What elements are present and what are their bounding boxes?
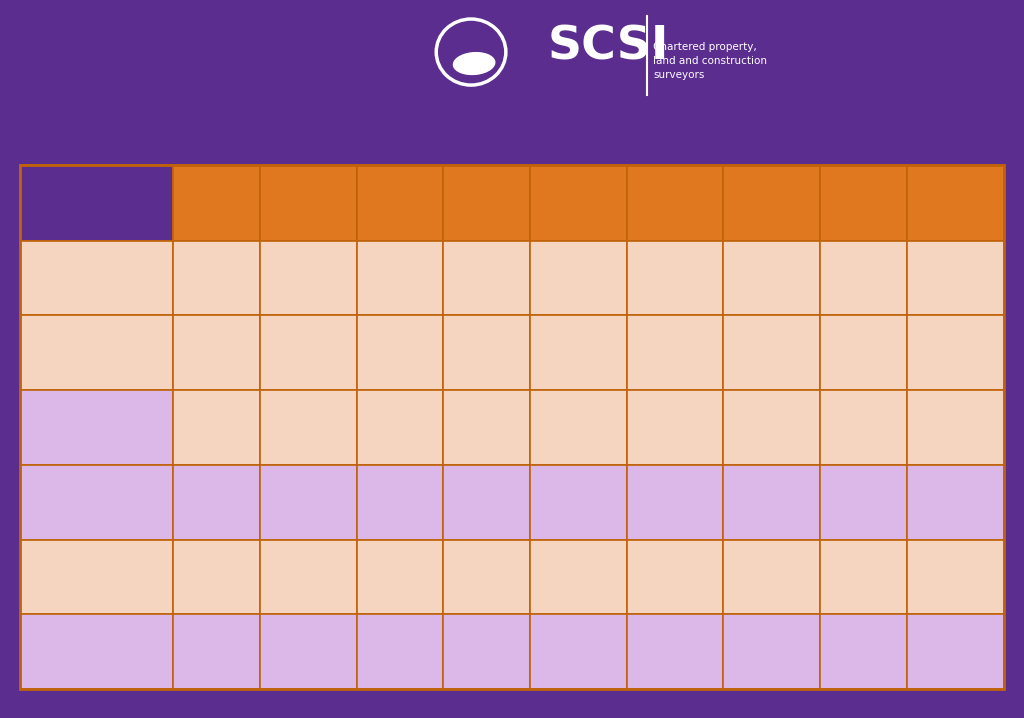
Text: €2,593: €2,593 bbox=[651, 421, 698, 434]
Text: Galway: Galway bbox=[553, 196, 603, 210]
Text: €2,627: €2,627 bbox=[749, 271, 795, 284]
Text: €2,479: €2,479 bbox=[555, 645, 601, 658]
Text: Dublin: Dublin bbox=[378, 196, 423, 210]
Text: €3,096: €3,096 bbox=[377, 271, 423, 284]
Text: €2,326: €2,326 bbox=[749, 645, 795, 658]
Text: Waterford: Waterford bbox=[639, 196, 711, 210]
Text: 3: 3 bbox=[212, 346, 221, 359]
Text: Semi
Detached: Semi Detached bbox=[63, 413, 130, 442]
Text: €2,435: €2,435 bbox=[651, 346, 698, 359]
Text: €2,528: €2,528 bbox=[555, 346, 601, 359]
Text: North
West: North West bbox=[844, 188, 884, 218]
Text: SCSI: SCSI bbox=[548, 24, 670, 70]
Text: €2,580: €2,580 bbox=[749, 421, 795, 434]
Text: €2,207: €2,207 bbox=[841, 496, 887, 509]
Text: €2,630: €2,630 bbox=[463, 271, 510, 284]
Text: €2,231: €2,231 bbox=[840, 346, 887, 359]
Text: Limerick: Limerick bbox=[742, 196, 802, 210]
Text: €2,499: €2,499 bbox=[555, 496, 601, 509]
Text: Table of average rebuilding costs, per square metre for different house types in: Table of average rebuilding costs, per s… bbox=[33, 132, 991, 150]
Text: €2,394: €2,394 bbox=[841, 271, 887, 284]
Text: €2,525: €2,525 bbox=[463, 496, 510, 509]
Text: Detached
Bungalow: Detached Bungalow bbox=[62, 638, 131, 666]
Text: Chartered property,
land and construction
surveyors: Chartered property, land and constructio… bbox=[653, 42, 767, 80]
Text: €2,773: €2,773 bbox=[377, 645, 423, 658]
Text: €2,677: €2,677 bbox=[932, 571, 978, 584]
Text: €2,719: €2,719 bbox=[651, 571, 698, 584]
Text: €2,153: €2,153 bbox=[840, 645, 887, 658]
Text: €3,094: €3,094 bbox=[377, 421, 423, 434]
Text: €2,476: €2,476 bbox=[463, 346, 510, 359]
Text: €2,586: €2,586 bbox=[932, 421, 978, 434]
Text: €2,728: €2,728 bbox=[555, 571, 601, 584]
Text: €€2,449: €€2,449 bbox=[744, 346, 799, 359]
Text: 2: 2 bbox=[212, 271, 221, 284]
Text: €2,696: €2,696 bbox=[749, 571, 795, 584]
Text: €2,332: €2,332 bbox=[932, 645, 979, 658]
Text: Terraced
Town House: Terraced Town House bbox=[55, 264, 139, 292]
Text: 4: 4 bbox=[212, 571, 221, 584]
Text: Cork: Cork bbox=[471, 196, 503, 210]
Text: €2,656: €2,656 bbox=[932, 271, 978, 284]
Text: 98: 98 bbox=[300, 346, 316, 359]
Text: €2,463: €2,463 bbox=[932, 346, 978, 359]
Text: €3,213: €3,213 bbox=[377, 571, 423, 584]
Text: €2,915: €2,915 bbox=[377, 346, 423, 359]
Text: €2,474: €2,474 bbox=[932, 496, 978, 509]
Text: 115: 115 bbox=[296, 496, 321, 509]
Text: Semi
Detached: Semi Detached bbox=[63, 488, 130, 517]
Text: €2,650: €2,650 bbox=[463, 421, 510, 434]
Text: 98: 98 bbox=[300, 421, 316, 434]
Text: No  of
bedrooms: No of bedrooms bbox=[181, 188, 252, 218]
Text: 3: 3 bbox=[212, 421, 221, 434]
Text: 119: 119 bbox=[296, 571, 321, 584]
Text: €2,346: €2,346 bbox=[652, 645, 698, 658]
Text: Detached: Detached bbox=[63, 571, 130, 584]
Text: €2,939: €2,939 bbox=[377, 496, 423, 509]
Text: 4: 4 bbox=[212, 496, 221, 509]
Text: €2,463: €2,463 bbox=[652, 496, 698, 509]
Text: 4: 4 bbox=[212, 645, 221, 658]
Text: North East: North East bbox=[918, 196, 992, 210]
Text: Terraced
Town House: Terraced Town House bbox=[55, 338, 139, 367]
Text: Typical
size per
sq/m: Typical size per sq/m bbox=[281, 180, 336, 225]
Text: House Type: House Type bbox=[56, 196, 137, 210]
Text: €2,298: €2,298 bbox=[841, 421, 887, 434]
Text: 137: 137 bbox=[296, 645, 321, 658]
Text: €2,626: €2,626 bbox=[555, 421, 601, 434]
Text: €2,487: €2,487 bbox=[463, 645, 510, 658]
Text: €2,701: €2,701 bbox=[555, 271, 601, 284]
Text: €2,775: €2,775 bbox=[463, 571, 510, 584]
Text: 78: 78 bbox=[300, 271, 316, 284]
Text: €2,475: €2,475 bbox=[749, 496, 795, 509]
Text: €2,399: €2,399 bbox=[841, 571, 887, 584]
Text: €2,651: €2,651 bbox=[651, 271, 698, 284]
